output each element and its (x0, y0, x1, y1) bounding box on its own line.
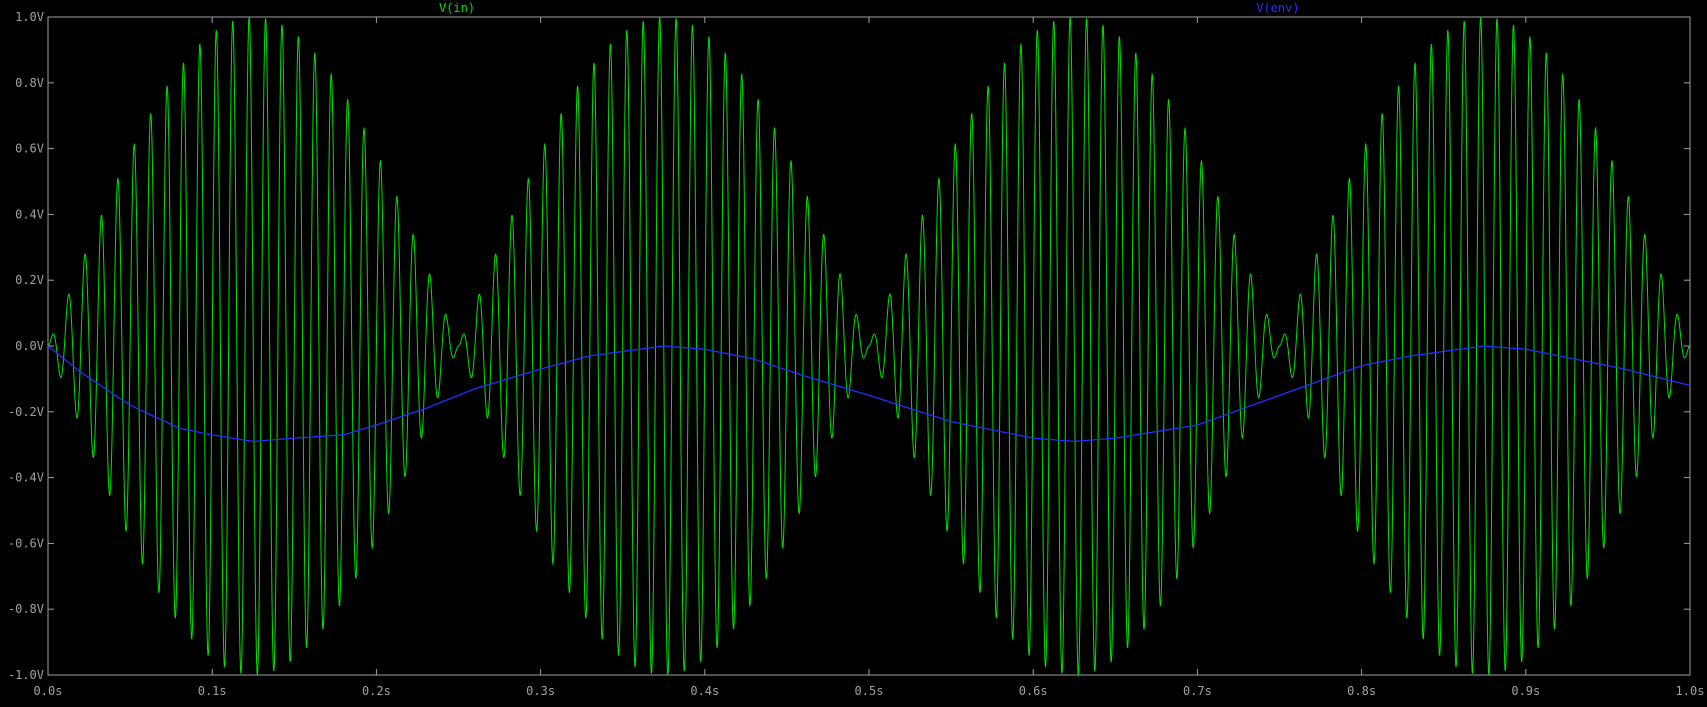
x-tick-label: 0.4s (690, 684, 719, 698)
x-tick-label: 0.7s (1183, 684, 1212, 698)
y-tick-label: 0.6V (15, 142, 44, 156)
x-tick-label: 0.5s (855, 684, 884, 698)
x-axis-ticks: 0.0s 0.1s 0.2s 0.3s 0.4s 0.5s 0.6s 0.7s 0.8s 0.9s… (34, 17, 1705, 698)
y-tick-label: 1.0V (15, 10, 44, 24)
x-tick-label: 0.2s (362, 684, 391, 698)
y-tick-label: -0.8V (8, 602, 44, 616)
x-tick-label: 0.9s (1511, 684, 1540, 698)
series-label-vin[interactable]: V(in) (439, 1, 475, 15)
y-tick-label: 0.8V (15, 76, 44, 90)
y-tick-label: 0.0V (15, 339, 44, 353)
series-layer (47, 17, 1691, 675)
series-venv-line (47, 345, 1691, 443)
x-tick-label: 0.0s (34, 684, 63, 698)
y-tick-label: -0.4V (8, 471, 44, 485)
y-tick-label: -0.2V (8, 405, 44, 419)
series-vin-line (47, 17, 1691, 675)
y-tick-label: -1.0V (8, 668, 44, 682)
x-tick-label: 0.8s (1347, 684, 1376, 698)
y-tick-label: -0.6V (8, 536, 44, 550)
x-tick-label: 1.0s (1676, 684, 1705, 698)
series-label-venv[interactable]: V(env) (1256, 1, 1299, 15)
y-tick-label: 0.4V (15, 207, 44, 221)
x-tick-label: 0.6s (1019, 684, 1048, 698)
x-tick-label: 0.3s (526, 684, 555, 698)
y-tick-label: 0.2V (15, 273, 44, 287)
x-tick-label: 0.1s (198, 684, 227, 698)
y-axis-ticks: 1.0V 0.8V 0.6V 0.4V 0.2V 0.0V -0.2V -0.4V -0.6V -… (8, 10, 1690, 682)
